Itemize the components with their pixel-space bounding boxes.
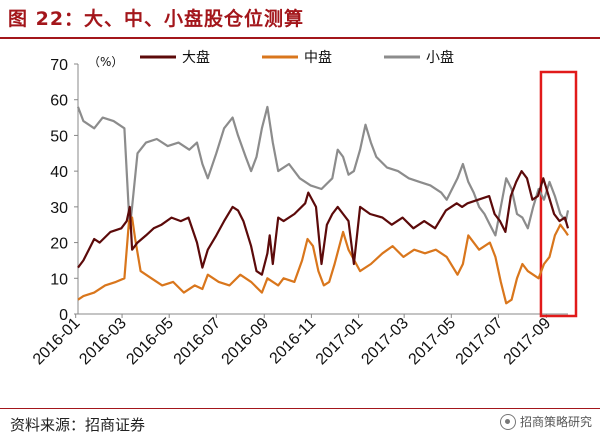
- y-tick-label: 10: [50, 271, 68, 288]
- y-tick-label: 20: [50, 236, 68, 253]
- x-tick-label: 2016-03: [76, 315, 130, 369]
- series-line-2: [76, 105, 570, 237]
- legend-label-2: 小盘: [426, 49, 454, 66]
- x-tick-label: 2017-05: [406, 315, 460, 369]
- footer-divider: [0, 408, 600, 409]
- x-tick-label: 2017-01: [313, 315, 367, 369]
- unit-label: （%）: [88, 55, 123, 69]
- x-tick-label: 2016-07: [171, 315, 225, 369]
- x-tick-label: 2016-11: [267, 315, 320, 368]
- x-tick-label: 2016-09: [219, 315, 273, 369]
- watermark-text: 招商策略研究: [519, 415, 592, 429]
- y-tick-label: 0: [59, 307, 68, 324]
- y-tick-label: 60: [50, 93, 68, 110]
- chart-legend: 大盘 中盘 小盘: [140, 49, 454, 66]
- x-tick-label: 2017-03: [358, 315, 412, 369]
- y-tick-label: 70: [50, 57, 68, 74]
- series-line-1: [77, 216, 569, 305]
- y-tick-label: 50: [50, 128, 68, 145]
- x-tick-label: 2017-09: [501, 315, 555, 369]
- title-divider: [0, 37, 600, 39]
- watermark: 招商策略研究: [499, 413, 592, 430]
- wechat-icon: [499, 413, 516, 430]
- x-tick-label: 2016-01: [30, 315, 84, 369]
- y-tick-label: 30: [50, 200, 68, 217]
- x-tick-label: 2017-07: [453, 315, 507, 369]
- series-line-0: [77, 170, 570, 276]
- source-note: 资料来源：招商证券: [10, 416, 146, 434]
- y-tick-label: 40: [50, 164, 68, 181]
- chart-lines: [76, 105, 570, 305]
- legend-label-1: 中盘: [304, 49, 332, 66]
- legend-label-0: 大盘: [182, 49, 210, 66]
- chart-title: 图 22：大、中、小盘股仓位测算: [8, 8, 305, 30]
- x-tick-label: 2016-05: [123, 315, 177, 369]
